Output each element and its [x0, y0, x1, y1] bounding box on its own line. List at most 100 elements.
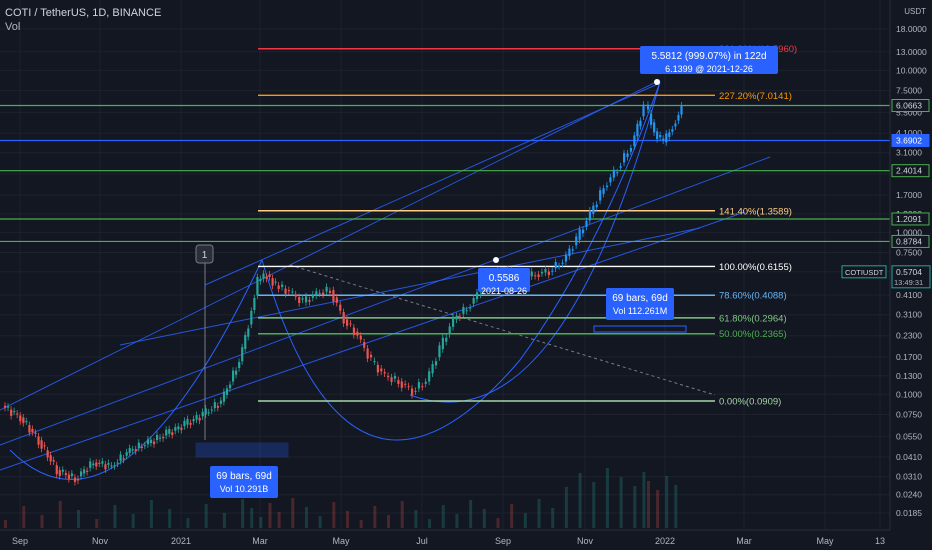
- candle-body: [113, 465, 116, 467]
- price-tick-label: 0.1000: [896, 389, 922, 399]
- candle-body: [92, 463, 95, 466]
- candle-body: [410, 388, 414, 396]
- candle-body: [195, 415, 198, 420]
- candle-body: [25, 421, 28, 423]
- volume-bar: [359, 520, 363, 528]
- candle-body: [605, 185, 609, 188]
- candle-body: [680, 105, 683, 115]
- candle-body: [291, 291, 294, 293]
- volume-label: Vol: [5, 21, 21, 33]
- level-tag: [891, 164, 930, 178]
- candle-body: [304, 296, 308, 303]
- candle-body: [671, 129, 674, 132]
- candle-body: [322, 292, 325, 295]
- candle-body: [642, 104, 645, 117]
- candle-body: [441, 337, 444, 350]
- candle-body: [281, 284, 284, 288]
- cup-curve-inner: [409, 81, 661, 403]
- candle-body: [571, 249, 574, 251]
- right-range-label-line1: 69 bars, 69d: [612, 293, 668, 304]
- trend-line: [0, 79, 661, 411]
- candle-body: [431, 364, 434, 374]
- candle-body: [225, 388, 229, 395]
- volume-bar: [259, 517, 263, 528]
- candle-body: [387, 375, 390, 378]
- volume-bar: [455, 514, 459, 528]
- countdown-label: 13:49:31: [894, 278, 923, 287]
- candle-body: [247, 328, 250, 337]
- candle-body: [585, 220, 588, 227]
- volume-bar: [113, 505, 117, 528]
- time-tick-label: Nov: [92, 536, 109, 546]
- peak-point: [654, 79, 660, 85]
- candle-body: [646, 104, 650, 110]
- mid-point: [493, 257, 499, 263]
- candle-body: [380, 368, 383, 372]
- candle-body: [34, 432, 37, 434]
- candle-body: [238, 361, 241, 368]
- measure-label-line2: 6.1399 @ 2021-12-26: [665, 64, 753, 74]
- candle-body: [455, 316, 458, 320]
- candle-body: [472, 298, 475, 304]
- volume-bar: [496, 518, 500, 528]
- volume-bar: [428, 519, 432, 528]
- candle-body: [629, 147, 633, 152]
- volume-bar: [332, 502, 336, 528]
- volume-bar: [304, 507, 308, 528]
- volume-bar: [642, 472, 646, 528]
- candle-body: [265, 276, 268, 279]
- symbol-line[interactable]: COTI / TetherUS, 1D, BINANCE: [5, 7, 162, 19]
- time-axis[interactable]: Sep Nov 2021 Mar May Jul Sep Nov 2022 Mar May 13: [0, 529, 890, 546]
- candle-body: [186, 418, 189, 425]
- volume-bar: [510, 504, 514, 528]
- candle-body: [609, 177, 612, 183]
- time-tick-label: 2021: [171, 536, 191, 546]
- candle-body: [619, 166, 622, 168]
- candle-body: [434, 361, 438, 366]
- fib-label: 78.60%(0.4088): [719, 291, 787, 302]
- candle-body: [222, 391, 226, 402]
- candle-body: [352, 327, 356, 335]
- time-tick-label: 13: [875, 536, 885, 546]
- left-range-label-line1: 69 bars, 69d: [216, 471, 272, 482]
- price-tick-label: 10.0000: [896, 65, 927, 75]
- volume-bar: [578, 473, 582, 528]
- candle-body: [592, 205, 595, 214]
- level-tag-label: 6.0663: [896, 101, 922, 111]
- time-tick-label: Sep: [12, 536, 28, 546]
- candle-body: [668, 132, 671, 137]
- candle-body: [311, 294, 314, 298]
- volume-bar: [318, 516, 322, 528]
- time-tick-label: May: [332, 536, 350, 546]
- level-tag-label: 0.8784: [896, 236, 922, 246]
- volume-bar: [400, 501, 404, 528]
- volume-bar: [523, 513, 527, 528]
- grid-lines: [0, 0, 890, 530]
- symbol-tag-label: COTIUSDT: [845, 268, 884, 277]
- candle-body: [28, 425, 31, 433]
- price-date-label: 0.5586 2021-08-26: [478, 268, 530, 296]
- price-axis[interactable]: USDT 18.0000 13.0000 10.0000 7.5000 5.5000 4.1…: [841, 0, 932, 550]
- measure-label: 5.5812 (999.07%) in 122d 6.1399 @ 2021-12…: [640, 46, 778, 74]
- candle-body: [659, 134, 662, 138]
- time-tick-label: Mar: [736, 536, 752, 546]
- volume-bar: [373, 506, 377, 528]
- time-tick-label: Sep: [495, 536, 511, 546]
- price-tick-label: 0.4100: [896, 290, 922, 300]
- candle-body: [342, 312, 345, 324]
- candle-body: [61, 469, 64, 472]
- volume-bar: [291, 498, 295, 528]
- volume-bar: [537, 499, 541, 528]
- time-tick-label: May: [816, 536, 834, 546]
- candle-body: [462, 307, 465, 314]
- time-tick-label: Jul: [416, 536, 428, 546]
- candle-body: [43, 445, 46, 447]
- candle-body: [616, 172, 619, 174]
- volume-bar: [564, 487, 568, 528]
- price-tick-label: 0.0240: [896, 490, 922, 500]
- candle-body: [356, 331, 359, 336]
- candle-body: [152, 441, 156, 445]
- candle-body: [623, 153, 626, 163]
- candle-body: [359, 335, 362, 340]
